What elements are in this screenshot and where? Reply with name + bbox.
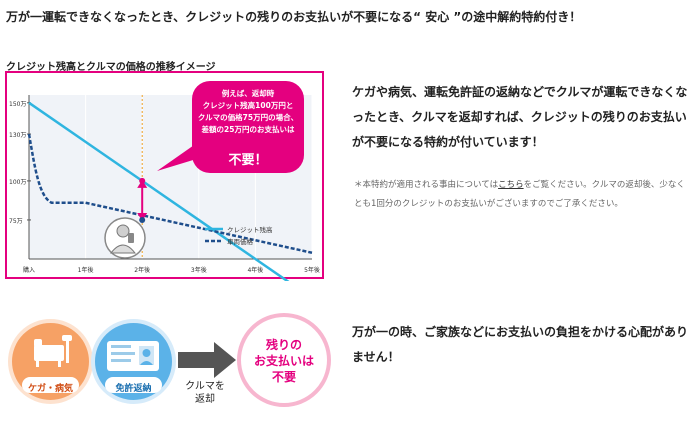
y-tick-label: 100万 — [9, 179, 26, 186]
legend-label-credit: クレジット残高 — [227, 225, 273, 234]
feature-description: ケガや病気、運転免許証の返納などでクルマが運転できなくなったとき、クルマを返却す… — [352, 85, 688, 149]
note-prefix: ＊本特約が適用される事由については — [354, 180, 499, 190]
person-head — [116, 224, 130, 238]
arrow-right-icon — [178, 342, 236, 378]
x-tick-label: 2年後 — [134, 266, 150, 274]
no-payment-label: 残りの お支払いは 不要 — [253, 338, 314, 384]
bottom-message: 万が一の時、ご家族などにお支払いの負担をかける心配がありません！ — [352, 325, 689, 364]
x-tick-label: 1年後 — [78, 266, 94, 274]
callout-line: クルマの価格75万円の場合、 — [198, 112, 298, 122]
footnote: ＊本特約が適用される事由についてはこちらをご覧ください。クルマの返却後、少なくと… — [354, 176, 692, 214]
no-payment-circle: 残りの お支払いは 不要 — [237, 313, 331, 407]
x-tick-label: 購入 — [23, 266, 35, 274]
car-point-marker — [139, 216, 146, 223]
legend-label-car: 車両価格 — [227, 237, 254, 246]
phone-icon — [128, 233, 134, 243]
callout-line: クレジット残高100万円と — [203, 100, 294, 110]
person-body — [109, 244, 137, 254]
y-tick-label: 130万 — [9, 132, 26, 139]
license-card-icon — [107, 341, 159, 371]
callout-line: 不要！ — [228, 153, 267, 168]
callout-bubble — [192, 81, 304, 173]
callout-line: 差額の25万円のお支払いは — [201, 124, 295, 134]
chart-box: 150万 130万 100万 75万 購入 1年後 2年後 3年後 4年後 5年後 例えば、返却時ク… — [5, 71, 324, 281]
x-tick-label: 4年後 — [247, 266, 263, 274]
callout-line: 例えば、返却時 — [222, 88, 275, 98]
hospital-bed-icon — [34, 335, 72, 367]
y-tick-label: 150万 — [9, 101, 26, 108]
chart-title: クレジット残高とクルマの価格の推移イメージ — [6, 62, 216, 73]
injury-label: ケガ・病気 — [27, 384, 73, 394]
series-line-car — [27, 133, 313, 254]
license-return-circle: 免許返納 — [91, 319, 176, 404]
x-tick-label: 5年後 — [304, 266, 320, 274]
credit-point-marker — [139, 177, 146, 184]
license-label: 免許返納 — [115, 384, 152, 394]
y-tick-label: 75万 — [9, 218, 23, 225]
return-car-label: クルマを 返却 — [185, 381, 225, 405]
page-heading: 万が一運転できなくなったとき、クレジットの残りのお支払いが不要になる“ 安心 ”… — [6, 10, 582, 24]
note-suffix: をご覧ください。クルマの返却後、少なくとも1回分のクレジットのお支払いがございま… — [354, 180, 685, 209]
details-link[interactable]: こちら — [498, 180, 524, 190]
x-tick-label: 3年後 — [191, 266, 207, 274]
injury-illness-circle: ケガ・病気 — [8, 319, 93, 404]
callout-tail — [157, 143, 203, 171]
series-line-credit — [28, 101, 290, 281]
